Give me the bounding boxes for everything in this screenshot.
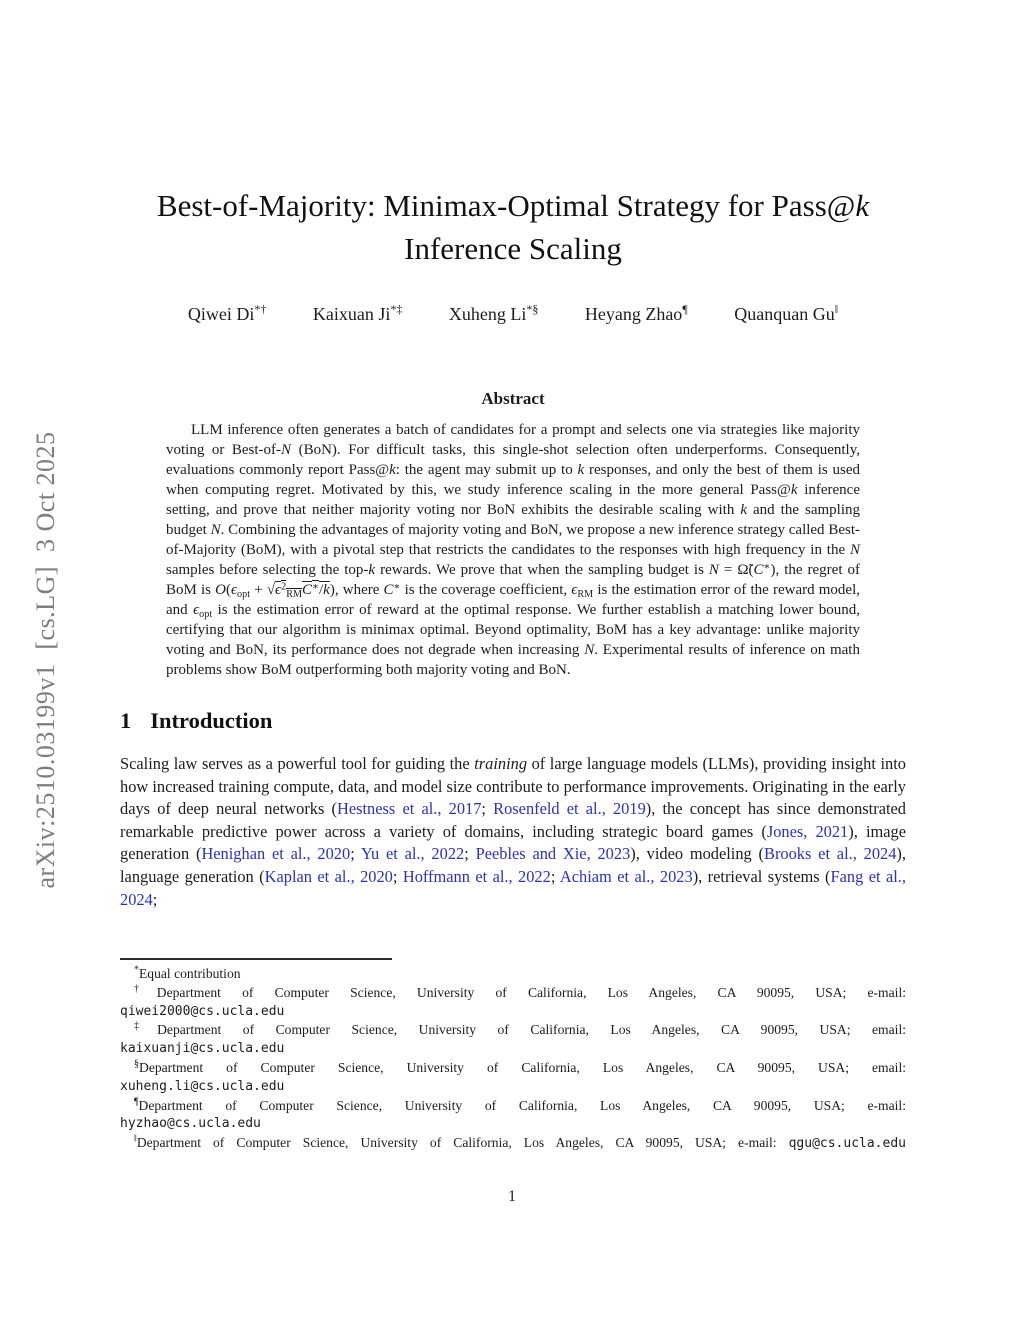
footnote-text: Department of Computer Science, Universi… xyxy=(139,1059,906,1075)
author-affiliation-marker: ‖ xyxy=(834,302,839,316)
section-heading-introduction: 1 Introduction xyxy=(120,708,906,734)
footnote-marker: * xyxy=(134,964,139,976)
footnote-text: Department of Computer Science, Universi… xyxy=(138,1097,906,1113)
footnote-marker: ¶ xyxy=(134,1096,139,1108)
footnote-equal-contribution: *Equal contribution xyxy=(120,965,906,984)
citation-link[interactable]: Yu et al., 2022 xyxy=(360,844,465,864)
author-affiliation-marker: ¶ xyxy=(682,302,688,316)
footnote-email: kaixuanji@cs.ucla.edu xyxy=(120,1041,285,1057)
footnote-email: xuheng.li@cs.ucla.edu xyxy=(120,1078,285,1094)
arxiv-watermark: arXiv:2510.03199v1 [cs.LG] 3 Oct 2025 xyxy=(31,431,60,889)
citation-link[interactable]: Hoffmann et al., 2022 xyxy=(402,866,551,886)
footnote-area: *Equal contribution †Department of Compu… xyxy=(120,958,906,1154)
footnote-rule xyxy=(120,958,392,960)
footnote-text: Equal contribution xyxy=(139,966,241,981)
section-title: Introduction xyxy=(150,708,273,733)
footnote-affiliation: †Department of Computer Science, Univers… xyxy=(120,984,906,1022)
footnote-affiliation: §Department of Computer Science, Univers… xyxy=(120,1059,906,1097)
citation-link[interactable]: Achiam et al., 2023 xyxy=(559,866,693,886)
page-number: 1 xyxy=(508,1188,516,1205)
footnote-text: Department of Computer Science, Universi… xyxy=(156,984,906,1000)
citation-link[interactable]: Hestness et al., 2017 xyxy=(337,799,482,819)
citation-link[interactable]: Peebles and Xie, 2023 xyxy=(475,844,631,864)
paper-title-line2: Inference Scaling xyxy=(404,231,622,266)
authors-row: Qiwei Di*† Kaixuan Ji*‡ Xuheng Li*§ Heya… xyxy=(120,302,906,325)
footnote-marker: ‖ xyxy=(134,1133,137,1145)
footnote-email: qgu@cs.ucla.edu xyxy=(788,1136,906,1152)
author: Qiwei Di*† xyxy=(187,302,267,324)
citation-link[interactable]: Henighan et al., 2020 xyxy=(201,844,351,864)
footnote-email: hyzhao@cs.ucla.edu xyxy=(120,1116,261,1132)
footnote-text: Department of Computer Science, Universi… xyxy=(136,1135,789,1151)
citation-link[interactable]: Kaplan et al., 2020 xyxy=(264,866,393,886)
footnote-affiliation: ‖Department of Computer Science, Univers… xyxy=(120,1134,906,1154)
paper-content: Best-of-Majority: Minimax-Optimal Strate… xyxy=(120,0,906,928)
citation-link[interactable]: Jones, 2021 xyxy=(766,821,849,841)
footnote-affiliation: ‡Department of Computer Science, Univers… xyxy=(120,1021,906,1059)
footnote-email: qiwei2000@cs.ucla.edu xyxy=(120,1003,285,1019)
paper-title-line1: Best-of-Majority: Minimax-Optimal Strate… xyxy=(156,188,870,223)
author-affiliation-marker: *§ xyxy=(526,302,539,316)
author: Kaixuan Ji*‡ xyxy=(312,302,403,324)
citation-link[interactable]: Brooks et al., 2024 xyxy=(764,844,897,864)
author-affiliation-marker: *† xyxy=(254,302,267,316)
introduction-paragraph: Scaling law serves as a powerful tool fo… xyxy=(120,754,906,909)
footnote-marker: § xyxy=(134,1058,139,1070)
abstract-heading: Abstract xyxy=(481,389,545,408)
section-number: 1 xyxy=(120,708,132,733)
author: Heyang Zhao¶ xyxy=(584,302,688,324)
footnote-affiliation: ¶Department of Computer Science, Univers… xyxy=(120,1097,906,1135)
footnote-text: Department of Computer Science, Universi… xyxy=(157,1022,906,1038)
citation-link[interactable]: Fang et al., 2024 xyxy=(120,866,906,909)
author: Quanquan Gu‖ xyxy=(734,302,839,324)
paper-title: Best-of-Majority: Minimax-Optimal Strate… xyxy=(120,184,906,270)
footnote-marker: ‡ xyxy=(134,1020,158,1032)
abstract-body: LLM inference often generates a batch of… xyxy=(166,422,861,678)
author-affiliation-marker: *‡ xyxy=(390,302,403,316)
author: Xuheng Li*§ xyxy=(448,302,539,324)
footnote-marker: † xyxy=(134,983,157,995)
citation-link[interactable]: Rosenfeld et al., 2019 xyxy=(493,799,646,819)
